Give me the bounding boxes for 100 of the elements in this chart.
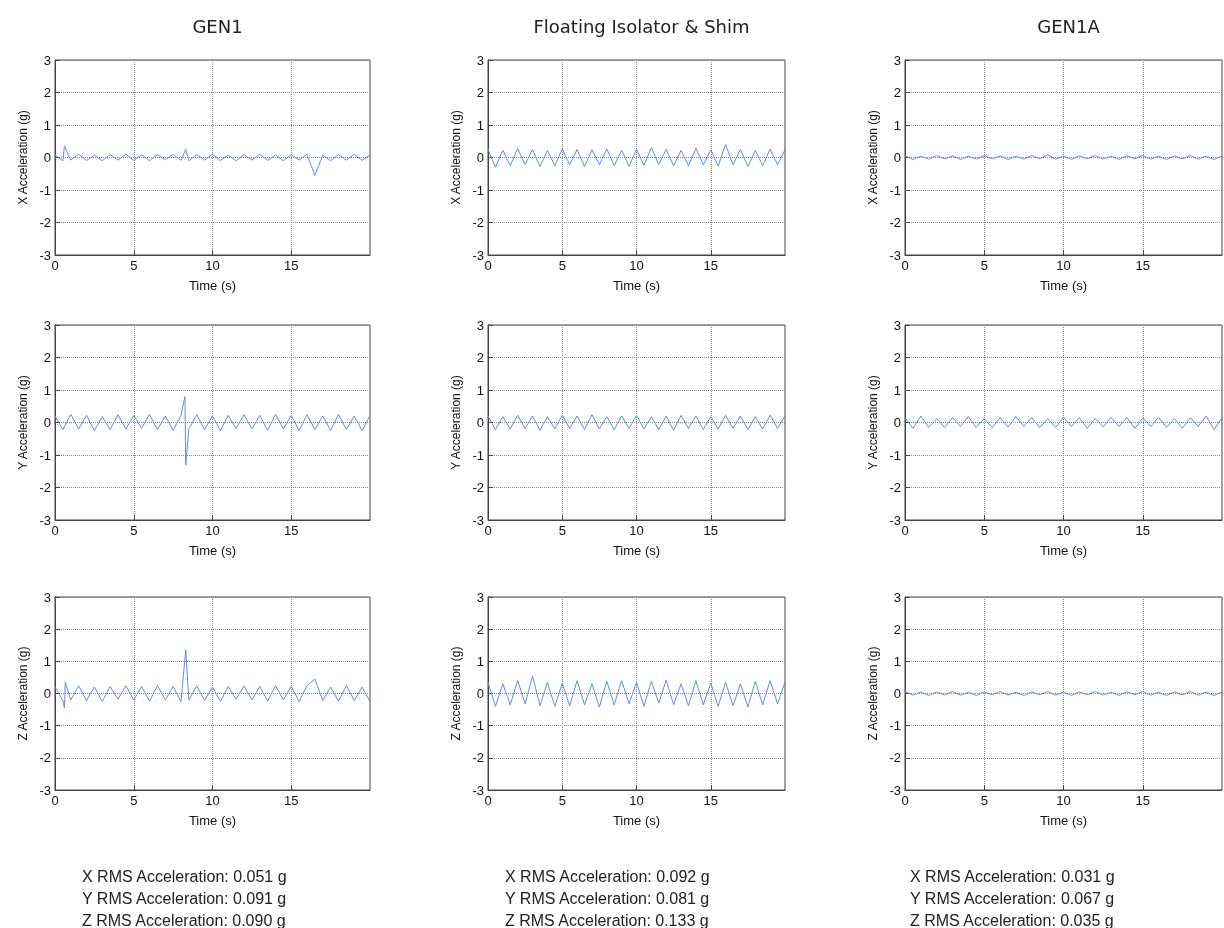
y-tick-label: -2 xyxy=(472,750,484,766)
text: X RMS Acceleration: 0.092 g xyxy=(505,867,710,885)
y-tick-label: -2 xyxy=(39,480,51,495)
x-tick-label: 15 xyxy=(1135,258,1150,273)
y-tick-label: -3 xyxy=(889,782,901,798)
y-tick-label: -2 xyxy=(889,750,901,766)
y-axis-title: Z Acceleration (g) xyxy=(865,646,880,741)
x-tick-label: 10 xyxy=(1056,258,1071,273)
y-axis-title: Y Acceleration (g) xyxy=(15,375,30,470)
x-tick-label: 10 xyxy=(205,793,220,808)
x-tick-label: 10 xyxy=(629,523,644,538)
y-tick-label: 1 xyxy=(43,653,51,669)
y-tick-label: -2 xyxy=(472,215,484,230)
x-tick-label: 5 xyxy=(130,258,138,273)
line-series xyxy=(904,415,1223,431)
x-axis-title: Time (s) xyxy=(612,543,661,558)
x-axis-title: Time (s) xyxy=(188,813,237,828)
y-tick-label: -3 xyxy=(472,512,484,528)
y-tick-label: 3 xyxy=(476,589,484,605)
chart-title: Floating Isolator & Shim xyxy=(533,15,750,37)
line-series xyxy=(54,396,371,466)
text: X RMS Acceleration: 0.031 g xyxy=(910,867,1115,885)
y-tick-label: -1 xyxy=(889,718,901,734)
text: Z RMS Acceleration: 0.090 g xyxy=(82,911,286,928)
y-tick-label: 2 xyxy=(43,350,51,365)
line-series xyxy=(54,145,371,176)
y-tick-label: -2 xyxy=(39,215,51,230)
x-axis-title: Time (s) xyxy=(1039,813,1088,828)
text: Y RMS Acceleration: 0.091 g xyxy=(82,889,287,907)
y-tick-label: 1 xyxy=(476,117,484,133)
y-tick-label: 0 xyxy=(893,415,901,430)
line-series xyxy=(487,144,786,168)
text: X RMS Acceleration: 0.051 g xyxy=(82,867,287,885)
y-tick-label: 2 xyxy=(893,350,901,365)
text: Z RMS Acceleration: 0.035 g xyxy=(910,911,1114,928)
y-tick-label: 3 xyxy=(43,317,51,333)
y-tick-label: -3 xyxy=(889,512,901,528)
y-axis-title: Z Acceleration (g) xyxy=(448,646,463,741)
x-tick-label: 5 xyxy=(980,793,988,808)
y-tick-label: -1 xyxy=(889,182,901,198)
y-tick-label: -2 xyxy=(889,215,901,230)
y-tick-label: 0 xyxy=(476,415,484,430)
y-tick-label: -3 xyxy=(39,782,51,798)
x-tick-label: 10 xyxy=(205,258,220,273)
y-tick-label: -3 xyxy=(889,247,901,263)
x-tick-label: 10 xyxy=(1056,793,1071,808)
y-tick-label: 3 xyxy=(893,589,901,605)
x-tick-label: 15 xyxy=(703,258,718,273)
y-tick-label: 1 xyxy=(893,653,901,669)
y-tick-label: -1 xyxy=(472,447,484,463)
text: Y RMS Acceleration: 0.081 g xyxy=(505,889,710,907)
y-tick-label: 1 xyxy=(476,653,484,669)
y-tick-label: 3 xyxy=(893,317,901,333)
y-tick-label: 2 xyxy=(476,85,484,100)
x-tick-label: 5 xyxy=(980,523,988,538)
x-axis-title: Time (s) xyxy=(1039,543,1088,558)
chart-title: GEN1A xyxy=(1037,15,1101,37)
text: Y RMS Acceleration: 0.067 g xyxy=(910,889,1115,907)
y-tick-label: -1 xyxy=(39,182,51,198)
y-tick-label: 2 xyxy=(43,85,51,100)
y-tick-label: 0 xyxy=(476,686,484,701)
y-axis-title: Y Acceleration (g) xyxy=(865,375,880,470)
x-axis-title: Time (s) xyxy=(188,543,237,558)
y-tick-label: 2 xyxy=(893,85,901,100)
y-tick-label: 3 xyxy=(43,589,51,605)
y-tick-label: -2 xyxy=(472,480,484,495)
x-tick-label: 15 xyxy=(1135,793,1150,808)
y-tick-label: 2 xyxy=(476,350,484,365)
y-axis-title: X Acceleration (g) xyxy=(865,110,880,205)
y-tick-label: 0 xyxy=(43,415,51,430)
x-tick-label: 5 xyxy=(130,793,138,808)
y-tick-label: 2 xyxy=(476,621,484,637)
y-tick-label: 0 xyxy=(476,150,484,165)
line-series xyxy=(487,675,786,708)
y-tick-label: -1 xyxy=(472,718,484,734)
y-tick-label: 3 xyxy=(43,52,51,68)
chart-title: GEN1 xyxy=(192,15,243,37)
y-tick-label: 1 xyxy=(43,382,51,398)
y-tick-label: -2 xyxy=(39,750,51,766)
x-tick-label: 15 xyxy=(703,523,718,538)
y-tick-label: 1 xyxy=(893,382,901,398)
y-tick-label: -1 xyxy=(472,182,484,198)
y-tick-label: 0 xyxy=(893,686,901,701)
y-tick-label: 0 xyxy=(893,150,901,165)
x-axis-title: Time (s) xyxy=(188,278,237,293)
x-tick-label: 10 xyxy=(205,523,220,538)
x-tick-label: 5 xyxy=(980,258,988,273)
y-tick-label: 0 xyxy=(43,150,51,165)
x-axis-title: Time (s) xyxy=(1039,278,1088,293)
y-axis-title: X Acceleration (g) xyxy=(15,110,30,205)
x-tick-label: 5 xyxy=(558,793,566,808)
x-axis-title: Time (s) xyxy=(612,813,661,828)
y-tick-label: -1 xyxy=(39,718,51,734)
y-axis-title: Y Acceleration (g) xyxy=(448,375,463,470)
x-tick-label: 15 xyxy=(284,258,299,273)
y-tick-label: -3 xyxy=(39,512,51,528)
y-tick-label: -3 xyxy=(472,247,484,263)
y-axis-title: Z Acceleration (g) xyxy=(15,646,30,741)
x-tick-label: 5 xyxy=(558,258,566,273)
y-tick-label: 3 xyxy=(476,52,484,68)
